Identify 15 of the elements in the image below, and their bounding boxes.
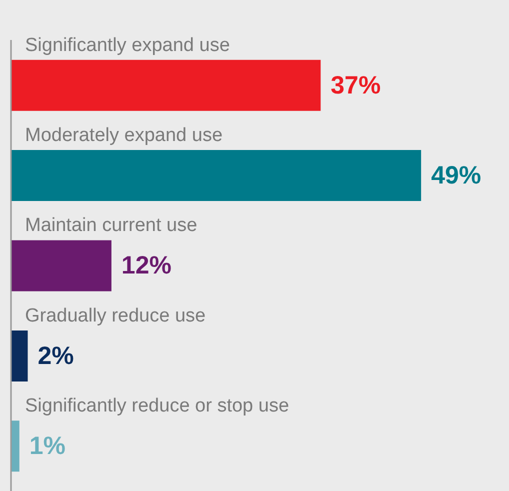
- bar: [11, 150, 422, 202]
- data-label: 37%: [330, 71, 381, 100]
- data-label: 12%: [121, 252, 172, 280]
- y-tick-label: Gradually reduce use: [25, 305, 206, 326]
- bar: [11, 420, 20, 472]
- bar: [11, 330, 28, 382]
- y-tick-label: Moderately expand use: [25, 125, 223, 146]
- bar: [11, 240, 112, 292]
- bar: [11, 60, 321, 111]
- data-label: 2%: [38, 342, 74, 370]
- y-tick-label: Significantly expand use: [25, 34, 230, 56]
- data-label: 1%: [29, 432, 66, 460]
- data-label: 49%: [431, 162, 482, 190]
- y-tick-label: Maintain current use: [25, 215, 198, 236]
- y-tick-label: Significantly reduce or stop use: [25, 396, 290, 417]
